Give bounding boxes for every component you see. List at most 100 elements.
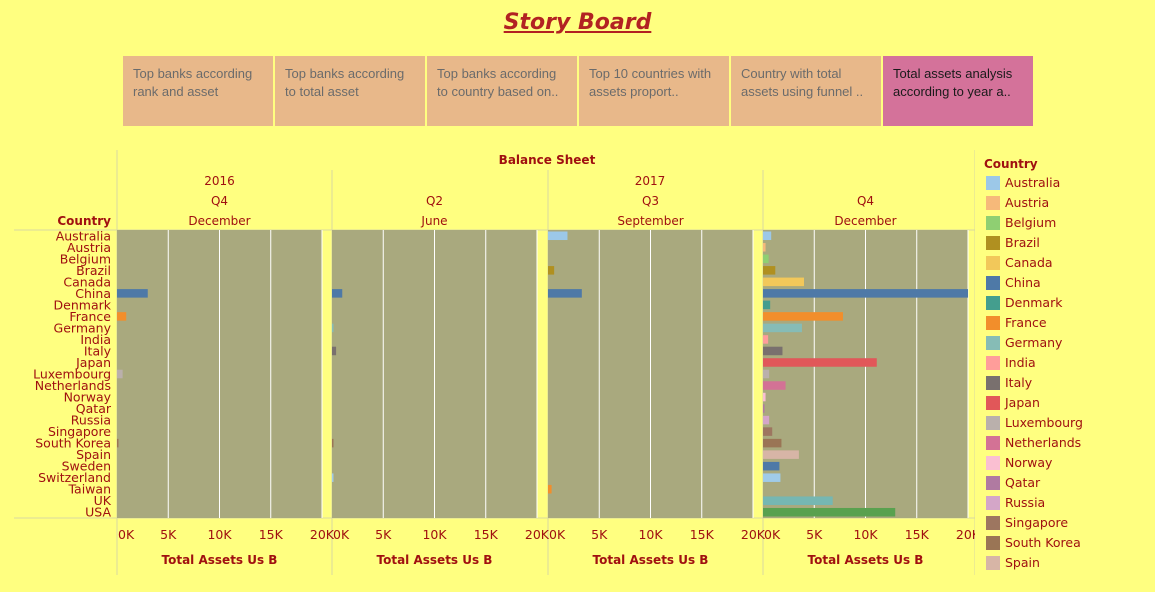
legend-item[interactable]: Spain [986, 556, 1040, 576]
month-label: December [188, 214, 250, 228]
category-label: Belgium [60, 251, 111, 266]
x-axis-label: Total Assets Us B [162, 553, 278, 567]
legend-swatch [986, 276, 1000, 290]
bar-china [763, 289, 968, 298]
story-tab-3[interactable]: Top banks according to country based on.… [427, 56, 577, 126]
page-title: Story Board [503, 10, 652, 35]
category-label: UK [94, 493, 112, 508]
bar-qatar [763, 404, 765, 413]
story-tab-5[interactable]: Country with total assets using funnel .… [731, 56, 881, 126]
legend-item[interactable]: Netherlands [986, 436, 1081, 456]
x-axis-label: Total Assets Us B [808, 553, 924, 567]
story-tab-4[interactable]: Top 10 countries with assets proport.. [579, 56, 729, 126]
legend-item[interactable]: Luxembourg [986, 416, 1083, 436]
story-tab-label: Country with total assets using funnel .… [741, 66, 864, 99]
category-label: India [80, 332, 111, 347]
bar-denmark [763, 300, 771, 310]
legend-swatch [986, 376, 1000, 390]
bar-germany [332, 323, 334, 333]
legend-swatch [986, 416, 1000, 430]
story-tab-label: Top banks according rank and asset [133, 66, 253, 99]
quarter-label: Q4 [211, 194, 228, 208]
legend-swatch [986, 336, 1000, 350]
quarter-label: Q3 [642, 194, 659, 208]
legend-item[interactable]: Australia [986, 176, 1060, 196]
tick-label: 20K [310, 527, 335, 542]
legend-item[interactable]: Brazil [986, 236, 1040, 256]
bar-brazil [763, 266, 776, 275]
bar-switzerland [332, 473, 334, 482]
story-tab-1[interactable]: Top banks according rank and asset [123, 56, 273, 126]
legend-item[interactable]: Singapore [986, 516, 1068, 536]
legend-swatch [986, 476, 1000, 490]
legend-swatch [986, 556, 1000, 570]
legend-item[interactable]: Italy [986, 376, 1032, 396]
story-tab-label: Top banks according to total asset [285, 66, 405, 99]
tick-label: 0K [333, 527, 350, 542]
quarter-label: Q2 [426, 194, 443, 208]
legend-label: Austria [1005, 195, 1050, 210]
legend-label: Italy [1005, 375, 1033, 390]
legend-swatch [986, 516, 1000, 530]
bar-russia [763, 415, 770, 425]
legend-swatch [986, 536, 1000, 550]
month-label: June [420, 214, 447, 228]
bar-austria [763, 243, 766, 252]
tick-label: 10K [207, 527, 232, 542]
legend-label: Luxembourg [1005, 415, 1083, 430]
legend-item[interactable]: Germany [986, 336, 1062, 356]
tick-label: 10K [422, 527, 447, 542]
legend-item[interactable]: Russia [986, 496, 1045, 516]
story-tab-2[interactable]: Top banks according to total asset [275, 56, 425, 126]
balance-sheet-chart: Balance Sheet Country 2016 2017 Q4 December… [14, 150, 975, 575]
story-tab-label: Top 10 countries with assets proport.. [589, 66, 712, 99]
bar-belgium [763, 254, 769, 264]
legend-item[interactable]: Belgium [986, 216, 1056, 236]
category-label: Japan [75, 355, 111, 370]
legend-swatch [986, 216, 1000, 230]
legend-item[interactable]: India [986, 356, 1036, 376]
legend-item[interactable]: Qatar [986, 476, 1040, 496]
bar-india [763, 335, 769, 344]
bar-china [548, 289, 582, 298]
category-label: Switzerland [38, 470, 111, 485]
legend-item[interactable]: Norway [986, 456, 1052, 476]
tick-label: 20K [956, 527, 975, 542]
story-tab-6[interactable]: Total assets analysis according to year … [883, 56, 1033, 126]
tick-label: 0K [549, 527, 566, 542]
legend-item[interactable]: Canada [986, 256, 1053, 276]
legend-swatch [986, 496, 1000, 510]
legend-item[interactable]: Japan [986, 396, 1040, 416]
tick-label: 0K [764, 527, 781, 542]
category-label: Australia [56, 228, 111, 243]
tick-label: 15K [905, 527, 930, 542]
tick-label: 5K [160, 527, 177, 542]
legend-item[interactable]: Denmark [986, 296, 1062, 316]
legend-swatch [986, 356, 1000, 370]
bar-south-korea [332, 438, 334, 448]
category-label: Singapore [48, 424, 111, 439]
legend-label: Netherlands [1005, 435, 1082, 450]
category-label: Russia [71, 413, 111, 428]
legend-swatch [986, 396, 1000, 410]
legend-label: Qatar [1005, 475, 1041, 490]
category-label: Italy [84, 343, 112, 358]
bar-france [763, 312, 843, 321]
bar-south-korea [763, 438, 782, 448]
tick-label: 15K [690, 527, 715, 542]
legend-swatch [986, 176, 1000, 190]
bar-germany [763, 323, 802, 333]
bar-canada [763, 277, 804, 287]
legend-item[interactable]: France [986, 316, 1047, 336]
x-axis-label: Total Assets Us B [593, 553, 709, 567]
tick-label: 15K [474, 527, 499, 542]
tick-label: 15K [259, 527, 284, 542]
legend-item[interactable]: South Korea [986, 536, 1081, 556]
legend-label: Belgium [1005, 215, 1057, 230]
chart-title: Balance Sheet [499, 153, 596, 167]
legend-item[interactable]: China [986, 276, 1041, 296]
tick-label: 10K [638, 527, 663, 542]
legend-item[interactable]: Austria [986, 196, 1049, 216]
bar-netherlands [763, 381, 786, 390]
legend-label: Norway [1005, 455, 1053, 470]
